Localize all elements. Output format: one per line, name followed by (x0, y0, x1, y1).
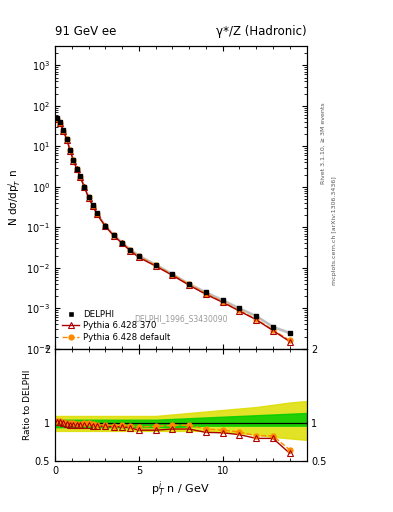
X-axis label: p$^i_T$ n / GeV: p$^i_T$ n / GeV (151, 480, 210, 499)
Text: Rivet 3.1.10, ≥ 3M events: Rivet 3.1.10, ≥ 3M events (320, 102, 325, 184)
Text: mcplots.cern.ch [arXiv:1306.3436]: mcplots.cern.ch [arXiv:1306.3436] (332, 176, 337, 285)
Y-axis label: Ratio to DELPHI: Ratio to DELPHI (23, 370, 32, 440)
Y-axis label: N dσ/dp$^i_T$ n: N dσ/dp$^i_T$ n (6, 169, 23, 226)
Text: 91 GeV ee: 91 GeV ee (55, 26, 116, 38)
Text: DELPHI_1996_S3430090: DELPHI_1996_S3430090 (134, 314, 228, 323)
Text: γ*/Z (Hadronic): γ*/Z (Hadronic) (216, 26, 307, 38)
Legend: DELPHI, Pythia 6.428 370, Pythia 6.428 default: DELPHI, Pythia 6.428 370, Pythia 6.428 d… (59, 307, 173, 345)
